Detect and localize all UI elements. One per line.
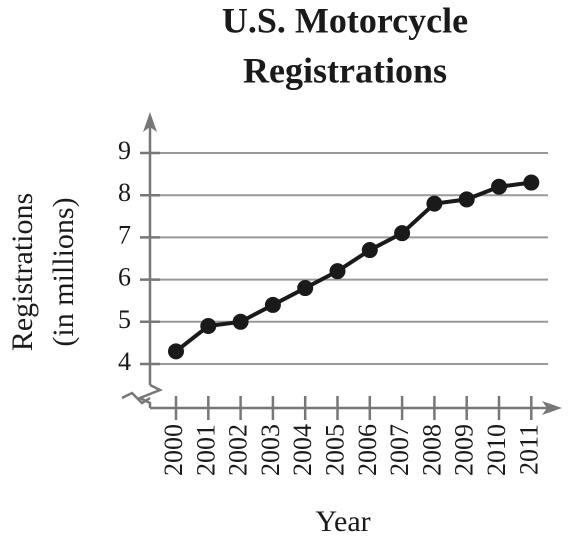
data-point bbox=[329, 263, 346, 280]
chart-title: Registrations bbox=[243, 50, 447, 90]
data-point bbox=[200, 318, 217, 335]
x-tick-label: 2010 bbox=[482, 424, 511, 476]
y-tick-label: 7 bbox=[118, 220, 131, 249]
x-tick-label: 2011 bbox=[514, 424, 543, 475]
x-axis-arrow bbox=[542, 401, 562, 415]
x-tick-label: 2000 bbox=[159, 424, 188, 476]
y-tick-label: 8 bbox=[118, 178, 131, 207]
data-point bbox=[361, 242, 378, 259]
x-tick-label: 2009 bbox=[450, 424, 479, 476]
x-tick-label: 2003 bbox=[256, 424, 285, 476]
data-point bbox=[394, 225, 411, 242]
x-axis-title: Year bbox=[315, 505, 370, 538]
y-axis-arrow bbox=[143, 112, 157, 132]
data-line bbox=[174, 180, 532, 353]
x-tick-label: 2007 bbox=[385, 424, 414, 476]
data-point bbox=[458, 191, 475, 208]
axis-break bbox=[121, 391, 151, 405]
y-axis-title: Registrations bbox=[6, 193, 39, 351]
x-tick-label: 2005 bbox=[320, 424, 349, 476]
x-tick-label: 2008 bbox=[417, 424, 446, 476]
x-tick-label: 2004 bbox=[288, 424, 317, 476]
data-point bbox=[297, 280, 314, 297]
data-point bbox=[264, 296, 281, 313]
y-tick-label: 5 bbox=[118, 305, 131, 334]
x-tick-label: 2006 bbox=[353, 424, 382, 476]
data-point bbox=[232, 313, 249, 330]
y-axis-title: (in millions) bbox=[47, 197, 80, 346]
chart-title: U.S. Motorcycle bbox=[222, 0, 468, 40]
data-point bbox=[491, 178, 507, 195]
x-tick-label: 2002 bbox=[224, 424, 253, 476]
x-tick-label: 2001 bbox=[191, 424, 220, 476]
data-point bbox=[523, 174, 540, 191]
y-tick-label: 9 bbox=[118, 136, 131, 165]
y-tick-label: 6 bbox=[118, 263, 131, 292]
data-point bbox=[168, 343, 184, 360]
data-point bbox=[426, 195, 443, 212]
y-tick-label: 4 bbox=[118, 347, 131, 376]
axis-break bbox=[136, 383, 164, 408]
